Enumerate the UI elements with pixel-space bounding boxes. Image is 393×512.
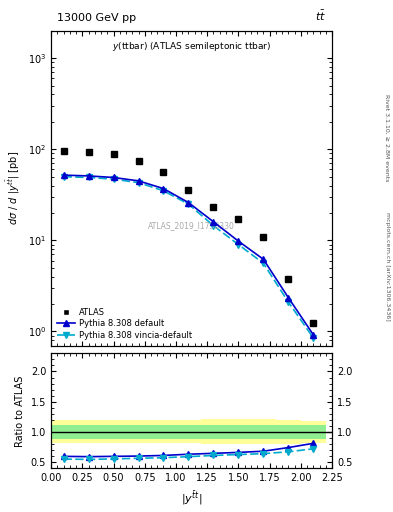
ATLAS (61, 148, 66, 154)
Bar (276, 420, 301, 444)
Bar (176, 425, 201, 439)
X-axis label: $|y^{\bar{t}t}|$: $|y^{\bar{t}t}|$ (181, 489, 202, 506)
Bar (301, 421, 326, 443)
Bar (276, 425, 301, 439)
Text: 13000 GeV pp: 13000 GeV pp (57, 13, 136, 23)
Bar (251, 425, 276, 439)
ATLAS (161, 169, 166, 175)
ATLAS (261, 233, 266, 240)
Pythia 8.308 default (186, 200, 191, 206)
Pythia 8.308 default (236, 238, 241, 244)
ATLAS (311, 319, 316, 326)
Text: ATLAS_2019_I1750330: ATLAS_2019_I1750330 (148, 222, 235, 230)
Bar (76, 420, 101, 443)
ATLAS (111, 151, 116, 157)
Text: Rivet 3.1.10, ≥ 2.8M events: Rivet 3.1.10, ≥ 2.8M events (385, 95, 389, 182)
Bar (226, 419, 251, 444)
Text: mcplots.cern.ch [arXiv:1306.3436]: mcplots.cern.ch [arXiv:1306.3436] (385, 212, 389, 321)
Bar (226, 425, 251, 439)
Pythia 8.308 default (211, 219, 216, 225)
Bar (176, 420, 201, 443)
Legend: ATLAS, Pythia 8.308 default, Pythia 8.308 vincia-default: ATLAS, Pythia 8.308 default, Pythia 8.30… (55, 306, 194, 342)
Bar (251, 419, 276, 444)
Pythia 8.308 default (61, 172, 66, 178)
Pythia 8.308 vincia-default (61, 174, 66, 180)
ATLAS (136, 158, 141, 164)
Bar (51, 420, 76, 443)
Bar (126, 425, 151, 439)
Bar (201, 419, 226, 444)
Pythia 8.308 vincia-default (211, 223, 216, 229)
ATLAS (211, 204, 216, 210)
Bar (301, 425, 326, 439)
Pythia 8.308 default (86, 173, 91, 179)
Pythia 8.308 vincia-default (161, 188, 166, 194)
Line: Pythia 8.308 default: Pythia 8.308 default (61, 173, 316, 337)
Pythia 8.308 default (161, 185, 166, 191)
Y-axis label: $d\sigma\ /\ d\ |y^{t\bar{t}}|\ [\mathrm{pb}]$: $d\sigma\ /\ d\ |y^{t\bar{t}}|\ [\mathrm… (5, 151, 22, 225)
Pythia 8.308 vincia-default (111, 176, 116, 182)
Bar (101, 420, 126, 443)
Bar (101, 425, 126, 439)
Bar (76, 425, 101, 439)
Pythia 8.308 vincia-default (261, 260, 266, 266)
Pythia 8.308 default (311, 332, 316, 338)
ATLAS (186, 186, 191, 193)
Bar (201, 425, 226, 439)
Line: ATLAS: ATLAS (60, 148, 317, 326)
Pythia 8.308 vincia-default (286, 299, 291, 305)
ATLAS (286, 275, 291, 282)
Bar (151, 420, 176, 443)
Bar (51, 425, 76, 439)
Line: Pythia 8.308 vincia-default: Pythia 8.308 vincia-default (61, 174, 316, 340)
Y-axis label: Ratio to ATLAS: Ratio to ATLAS (15, 375, 25, 446)
Pythia 8.308 vincia-default (136, 180, 141, 186)
Pythia 8.308 vincia-default (311, 335, 316, 341)
Pythia 8.308 default (136, 178, 141, 184)
Text: $y(\mathrm{ttbar})$ (ATLAS semileptonic ttbar): $y(\mathrm{ttbar})$ (ATLAS semileptonic … (112, 40, 271, 53)
Bar (151, 425, 176, 439)
Bar (126, 420, 151, 443)
Pythia 8.308 default (286, 294, 291, 301)
ATLAS (236, 216, 241, 222)
Text: $t\bar{t}$: $t\bar{t}$ (316, 9, 327, 23)
Pythia 8.308 vincia-default (186, 201, 191, 207)
ATLAS (86, 149, 91, 155)
Pythia 8.308 vincia-default (236, 242, 241, 248)
Pythia 8.308 default (111, 175, 116, 181)
Pythia 8.308 default (261, 256, 266, 262)
Pythia 8.308 vincia-default (86, 175, 91, 181)
